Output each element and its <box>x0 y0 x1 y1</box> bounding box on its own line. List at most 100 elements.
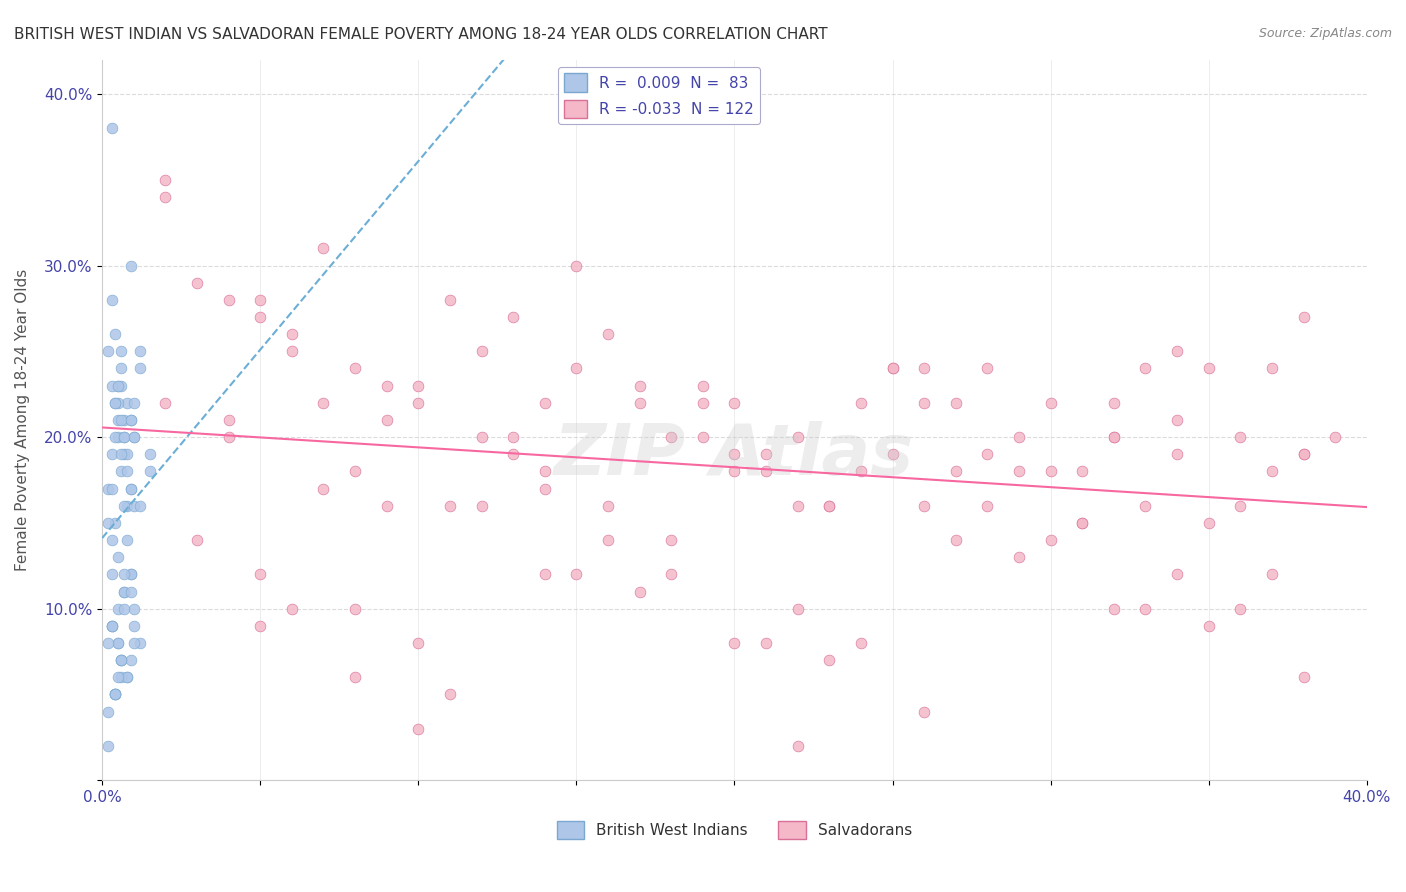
Point <box>117 396 139 410</box>
Point <box>533 396 555 410</box>
Point <box>129 344 152 359</box>
Point <box>112 601 135 615</box>
Point <box>104 688 127 702</box>
Point <box>439 293 461 307</box>
Legend: British West Indians, Salvadorans: British West Indians, Salvadorans <box>550 814 918 845</box>
Point <box>1071 516 1094 530</box>
Point <box>249 293 271 307</box>
Point <box>120 653 142 667</box>
Point <box>120 567 142 582</box>
Point <box>97 516 120 530</box>
Point <box>628 584 651 599</box>
Point <box>107 636 129 650</box>
Point <box>723 464 745 478</box>
Point <box>112 567 135 582</box>
Point <box>100 482 122 496</box>
Point <box>138 464 160 478</box>
Point <box>976 447 998 461</box>
Point <box>344 361 367 376</box>
Point <box>1008 550 1031 565</box>
Point <box>120 584 142 599</box>
Point <box>112 584 135 599</box>
Point <box>122 430 145 444</box>
Point <box>104 516 127 530</box>
Point <box>502 430 524 444</box>
Point <box>912 396 935 410</box>
Point <box>281 601 304 615</box>
Point <box>97 344 120 359</box>
Point <box>1166 413 1188 427</box>
Point <box>100 619 122 633</box>
Point <box>344 670 367 684</box>
Point <box>1071 516 1094 530</box>
Point <box>1135 499 1157 513</box>
Point <box>1102 396 1125 410</box>
Point <box>97 482 120 496</box>
Point <box>104 327 127 342</box>
Point <box>408 396 430 410</box>
Point <box>408 722 430 736</box>
Point <box>1102 601 1125 615</box>
Point <box>104 688 127 702</box>
Point <box>1229 601 1251 615</box>
Point <box>659 533 682 547</box>
Point <box>565 259 588 273</box>
Point <box>565 567 588 582</box>
Point <box>249 310 271 324</box>
Point <box>1039 533 1062 547</box>
Point <box>818 499 841 513</box>
Point <box>122 396 145 410</box>
Point <box>110 670 132 684</box>
Point <box>1292 310 1315 324</box>
Point <box>120 413 142 427</box>
Point <box>97 705 120 719</box>
Point <box>344 601 367 615</box>
Point <box>312 482 335 496</box>
Point <box>628 378 651 392</box>
Point <box>97 636 120 650</box>
Point <box>1102 430 1125 444</box>
Point <box>1261 464 1284 478</box>
Point <box>1039 396 1062 410</box>
Point <box>110 653 132 667</box>
Point <box>1198 361 1220 376</box>
Point <box>100 378 122 392</box>
Point <box>107 378 129 392</box>
Point <box>120 482 142 496</box>
Point <box>100 293 122 307</box>
Point <box>117 447 139 461</box>
Point <box>818 653 841 667</box>
Point <box>786 739 808 753</box>
Point <box>107 413 129 427</box>
Point <box>129 499 152 513</box>
Point <box>945 464 967 478</box>
Point <box>120 567 142 582</box>
Point <box>912 499 935 513</box>
Point <box>249 567 271 582</box>
Point <box>110 653 132 667</box>
Point <box>281 327 304 342</box>
Point <box>129 636 152 650</box>
Point <box>882 447 904 461</box>
Point <box>112 413 135 427</box>
Point <box>138 447 160 461</box>
Point <box>117 499 139 513</box>
Point <box>1008 464 1031 478</box>
Point <box>107 396 129 410</box>
Point <box>470 499 492 513</box>
Point <box>596 499 619 513</box>
Point <box>596 327 619 342</box>
Point <box>849 464 872 478</box>
Point <box>786 601 808 615</box>
Point <box>1166 344 1188 359</box>
Point <box>755 447 778 461</box>
Text: ZIP Atlas: ZIP Atlas <box>554 422 914 491</box>
Text: Source: ZipAtlas.com: Source: ZipAtlas.com <box>1258 27 1392 40</box>
Point <box>375 378 398 392</box>
Point <box>439 499 461 513</box>
Point <box>1261 361 1284 376</box>
Point <box>882 361 904 376</box>
Point <box>100 533 122 547</box>
Point <box>882 361 904 376</box>
Point <box>129 361 152 376</box>
